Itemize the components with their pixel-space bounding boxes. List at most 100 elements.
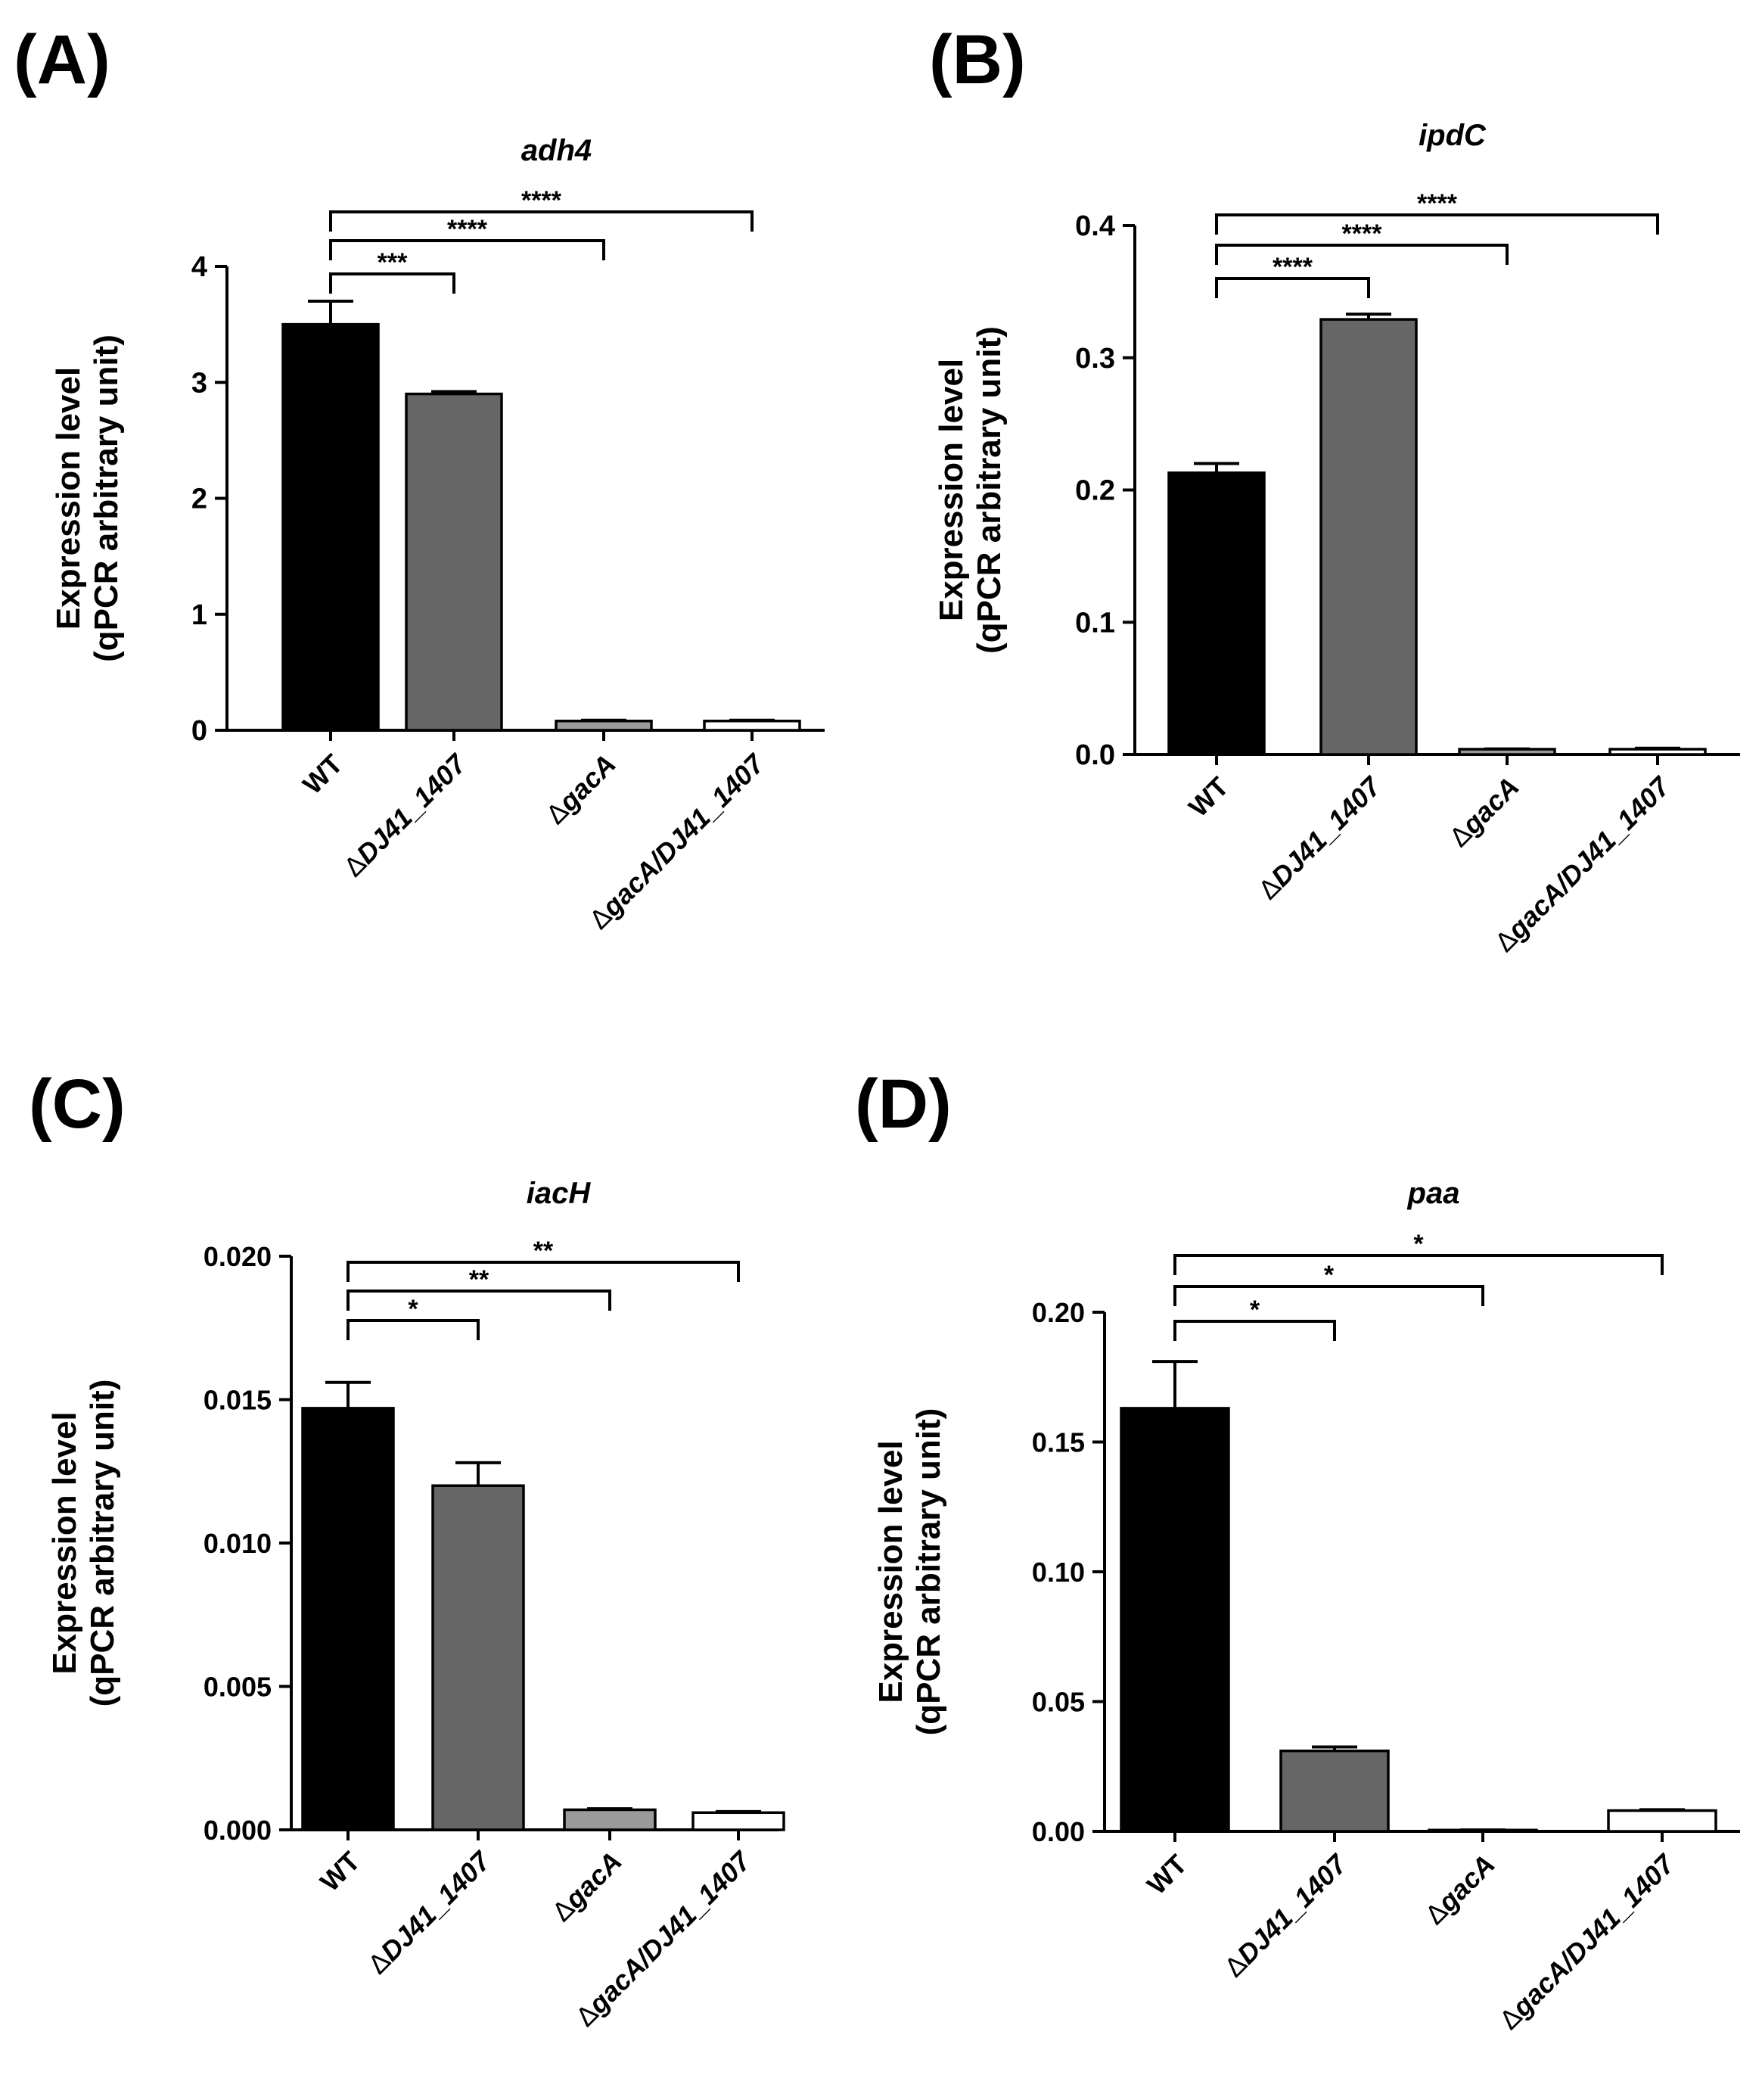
bar (563, 1808, 657, 1831)
y-tick-label: 0.010 (204, 1528, 272, 1559)
significance-label: **** (1273, 253, 1313, 282)
bar (431, 1484, 525, 1831)
category-label: ΔDJ41_1407 (337, 747, 473, 882)
significance-bracket (1215, 277, 1370, 298)
y-tick-label: 2 (191, 484, 207, 515)
y-axis-label-line1: Expression level (933, 359, 970, 621)
y-tick-label: 0.3 (1075, 343, 1115, 375)
significance-label: **** (447, 215, 488, 244)
significance-label: * (1250, 1296, 1260, 1324)
y-tick-label: 0.4 (1075, 210, 1115, 242)
category-label: WT (1141, 1849, 1193, 1901)
bar (703, 719, 801, 732)
y-axis-label-line2: (qPCR arbitrary unit) (88, 334, 125, 662)
panel-b: (B) ipdC 0.0 0.1 0.2 0.3 0.4 Expression level(q… (929, 21, 1740, 958)
significance-label: ** (533, 1237, 554, 1265)
significance-bracket (1173, 1320, 1336, 1341)
category-label: WT (297, 748, 349, 801)
significance-bracket (1173, 1254, 1664, 1275)
y-tick-label: 0.005 (204, 1672, 272, 1703)
significance-label: * (1324, 1261, 1335, 1290)
significance-label: *** (378, 248, 408, 277)
bar (281, 322, 380, 732)
y-axis-label: Expression level(qPCR arbitrary unit) (46, 1380, 121, 1707)
y-tick-label: 0.1 (1075, 607, 1115, 639)
bar (1279, 1749, 1390, 1833)
bar (691, 1811, 785, 1831)
significance-bracket (329, 272, 455, 294)
y-tick-label: 4 (191, 251, 207, 283)
significance-bracket (346, 1290, 611, 1311)
y-axis-label: Expression level(qPCR arbitrary unit) (872, 1408, 947, 1736)
y-axis-label: Expression level(qPCR arbitrary unit) (933, 326, 1008, 654)
bar (1458, 748, 1556, 756)
category-label-part: gacA/DJ41_1407 (1501, 770, 1677, 945)
category-label-part: WT (297, 748, 349, 801)
significance-bracket (1215, 244, 1509, 265)
y-tick-label: 0.2 (1075, 475, 1115, 507)
significance-bracket (1215, 213, 1659, 235)
y-axis-label-line2: (qPCR arbitrary unit) (971, 326, 1008, 654)
significance-bracket (329, 239, 605, 260)
category-label: ΔgacA/DJ41_1407 (1493, 1847, 1681, 2035)
panel-label: (D) (855, 1066, 952, 1143)
y-tick-label: 3 (191, 367, 207, 399)
y-tick-label: 1 (191, 599, 207, 631)
chart-title: iacH (527, 1177, 592, 1210)
y-tick-label: 0.20 (1032, 1297, 1085, 1328)
panel-c: (C) iacH 0.000 0.005 0.010 0.015 0.020 Expressi… (29, 1066, 785, 2033)
significance-label: ** (469, 1265, 489, 1294)
bar (1120, 1407, 1230, 1833)
y-tick-label: 0.15 (1032, 1427, 1085, 1458)
y-tick-label: 0 (191, 715, 207, 747)
bar (1608, 748, 1707, 756)
y-tick-label: 0.020 (204, 1241, 272, 1272)
category-label-part: DJ41_1407 (1231, 1847, 1353, 1970)
category-label: WT (314, 1846, 366, 1898)
y-tick-label: 0.10 (1032, 1557, 1085, 1588)
category-label-part: DJ41_1407 (374, 1844, 497, 1967)
y-tick-label: 0.05 (1032, 1687, 1085, 1718)
significance-label: * (1413, 1230, 1424, 1258)
chart-title: adh4 (521, 134, 592, 167)
category-label-part: WT (1141, 1849, 1193, 1901)
chart-title: ipdC (1419, 119, 1487, 152)
category-label: WT (1182, 771, 1235, 823)
category-label: ΔgacA (1419, 1849, 1500, 1930)
y-axis-label: Expression level(qPCR arbitrary unit) (50, 334, 125, 662)
panel-label: (A) (14, 21, 110, 98)
category-label: ΔDJ41_1407 (1218, 1847, 1353, 1983)
y-axis-label-line1: Expression level (46, 1411, 83, 1674)
y-tick-label: 0.015 (204, 1385, 272, 1416)
panel-d: (D) paa 0.00 0.05 0.10 0.15 0.20 Expression lev… (855, 1066, 1740, 2036)
bar (555, 719, 653, 732)
y-tick-label: 0.000 (204, 1815, 272, 1846)
significance-bracket (346, 1319, 480, 1340)
significance-label: **** (1342, 219, 1383, 248)
significance-label: * (408, 1295, 418, 1324)
category-label: ΔDJ41_1407 (362, 1844, 497, 1980)
category-label: ΔgacA (1443, 771, 1524, 853)
y-axis-label-line1: Expression level (50, 367, 87, 630)
category-label-part: DJ41_1407 (1265, 770, 1388, 892)
category-label: ΔgacA (539, 748, 621, 830)
bar (405, 392, 503, 732)
panel-a: (A) adh4 0 1 2 3 4 Expression level(qPCR arbitr… (14, 21, 825, 935)
y-axis-label-line2: (qPCR arbitrary unit) (910, 1408, 947, 1736)
category-label-part: WT (314, 1846, 366, 1898)
significance-bracket (346, 1261, 740, 1282)
y-axis-label-line2: (qPCR arbitrary unit) (84, 1380, 121, 1707)
category-label: ΔDJ41_1407 (1252, 770, 1388, 905)
y-tick-label: 0.0 (1075, 739, 1115, 771)
category-label-part: DJ41_1407 (350, 747, 473, 870)
significance-label: **** (1417, 189, 1458, 218)
panel-label: (C) (29, 1066, 126, 1143)
category-label: ΔgacA (545, 1846, 627, 1927)
category-label-part: gacA/DJ41_1407 (1506, 1847, 1681, 2023)
category-label-part: WT (1182, 771, 1235, 823)
bar (1607, 1809, 1717, 1833)
significance-bracket (329, 210, 754, 232)
y-tick-label: 0.00 (1032, 1816, 1085, 1847)
significance-label: **** (521, 186, 562, 215)
significance-bracket (1173, 1285, 1484, 1306)
